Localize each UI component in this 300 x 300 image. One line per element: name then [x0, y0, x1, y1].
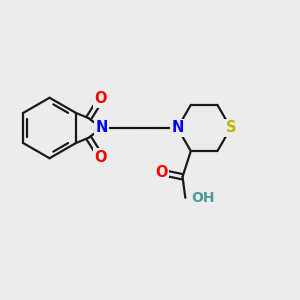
Text: O: O [94, 92, 107, 106]
Text: OH: OH [191, 191, 214, 205]
Text: O: O [155, 165, 168, 180]
Text: N: N [171, 121, 184, 136]
Text: N: N [95, 121, 108, 136]
Text: O: O [94, 149, 107, 164]
Text: S: S [226, 121, 236, 136]
